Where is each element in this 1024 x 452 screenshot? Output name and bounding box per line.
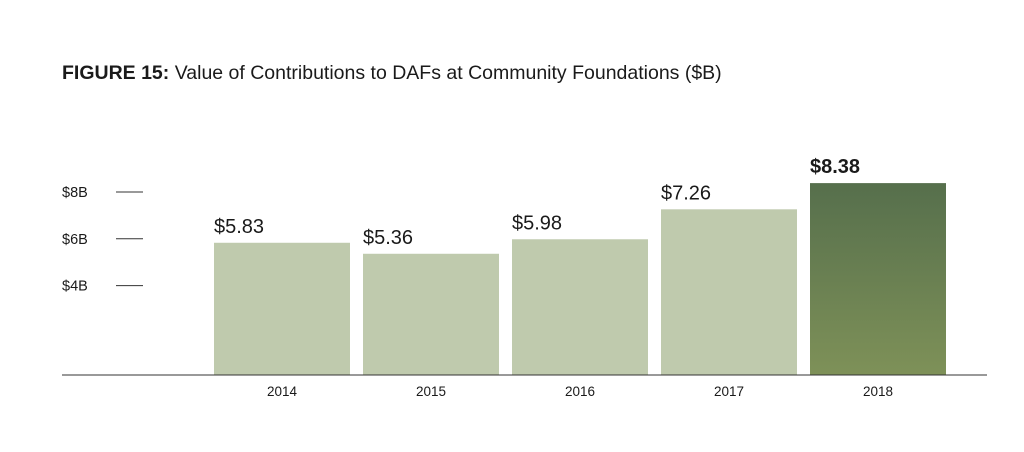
x-tick-label-2015: 2015 <box>416 384 446 399</box>
data-label-2017: $7.26 <box>661 182 711 204</box>
data-label-2014: $5.83 <box>214 216 264 238</box>
x-tick-label-2016: 2016 <box>565 384 595 399</box>
x-tick-label-2014: 2014 <box>267 384 298 399</box>
title-text: Value of Contributions to DAFs at Commun… <box>174 62 722 84</box>
bars <box>214 183 946 375</box>
bar-2017 <box>661 209 797 375</box>
bar-2016 <box>512 239 648 375</box>
y-axis: $8B $6B $4B <box>62 185 143 295</box>
data-label-2015: $5.36 <box>363 227 413 249</box>
bar-2015 <box>363 253 499 375</box>
x-tick-label-2018: 2018 <box>863 384 893 399</box>
x-tick-label-2017: 2017 <box>714 384 744 399</box>
chart-title: FIGURE 15: Value of Contributions to DAF… <box>62 62 722 85</box>
y-tick-label: $8B <box>62 185 88 201</box>
y-tick-label: $6B <box>62 232 88 248</box>
y-tick-label: $4B <box>62 279 88 295</box>
bar-2014 <box>214 242 350 375</box>
x-axis: 2014 2015 2016 2017 2018 <box>267 384 893 399</box>
data-labels: $5.83 $5.36 $5.98 $7.26 $8.38 <box>214 156 860 249</box>
data-label-2018: $8.38 <box>810 156 860 178</box>
figure-label: FIGURE 15: <box>62 62 170 84</box>
bar-2018 <box>810 183 946 375</box>
data-label-2016: $5.98 <box>512 212 562 234</box>
